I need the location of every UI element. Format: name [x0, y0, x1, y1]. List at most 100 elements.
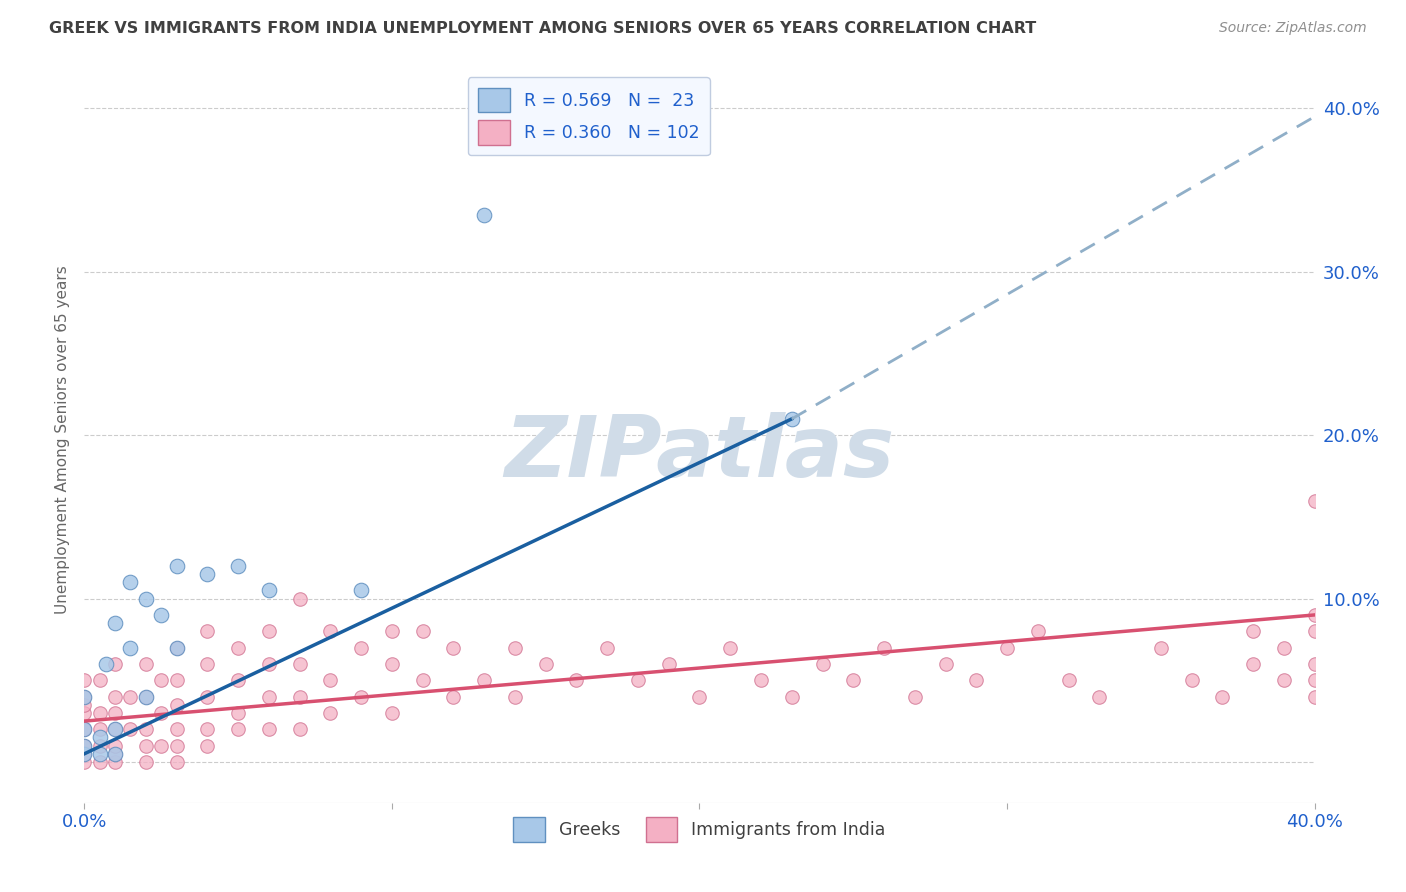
Point: [73, 723, 96, 737]
Point: [166, 755, 188, 769]
Point: [226, 723, 249, 737]
Point: [73, 755, 96, 769]
Point: [226, 558, 249, 573]
Point: [288, 690, 311, 704]
Point: [89, 747, 111, 761]
Point: [197, 739, 219, 753]
Point: [350, 583, 373, 598]
Point: [135, 739, 157, 753]
Point: [166, 558, 188, 573]
Point: [150, 673, 173, 688]
Point: [1181, 673, 1204, 688]
Point: [73, 673, 96, 688]
Point: [120, 723, 142, 737]
Point: [1303, 624, 1326, 639]
Point: [1303, 657, 1326, 671]
Point: [1057, 673, 1080, 688]
Point: [73, 747, 96, 761]
Point: [319, 706, 342, 720]
Point: [73, 690, 96, 704]
Point: [412, 624, 434, 639]
Point: [197, 657, 219, 671]
Point: [104, 739, 127, 753]
Point: [197, 690, 219, 704]
Point: [104, 755, 127, 769]
Point: [104, 706, 127, 720]
Point: [150, 607, 173, 622]
Point: [73, 690, 96, 704]
Point: [120, 640, 142, 655]
Point: [226, 640, 249, 655]
Point: [257, 583, 280, 598]
Point: [166, 640, 188, 655]
Point: [1303, 607, 1326, 622]
Point: [718, 640, 741, 655]
Point: [288, 657, 311, 671]
Point: [472, 673, 495, 688]
Point: [503, 690, 526, 704]
Point: [443, 690, 465, 704]
Point: [104, 747, 127, 761]
Point: [965, 673, 987, 688]
Point: [658, 657, 681, 671]
Point: [1272, 673, 1295, 688]
Y-axis label: Unemployment Among Seniors over 65 years: Unemployment Among Seniors over 65 years: [55, 265, 70, 614]
Point: [135, 591, 157, 606]
Point: [120, 690, 142, 704]
Point: [135, 690, 157, 704]
Point: [1150, 640, 1173, 655]
Point: [1026, 624, 1049, 639]
Point: [89, 706, 111, 720]
Point: [150, 739, 173, 753]
Point: [1088, 690, 1111, 704]
Point: [166, 723, 188, 737]
Point: [104, 616, 127, 631]
Point: [73, 723, 96, 737]
Point: [503, 640, 526, 655]
Point: [257, 657, 280, 671]
Point: [89, 755, 111, 769]
Point: [443, 640, 465, 655]
Point: [288, 723, 311, 737]
Point: [472, 208, 495, 222]
Point: [73, 698, 96, 712]
Point: [412, 673, 434, 688]
Point: [120, 575, 142, 590]
Point: [1241, 657, 1264, 671]
Point: [689, 690, 711, 704]
Point: [1272, 640, 1295, 655]
Point: [319, 673, 342, 688]
Point: [350, 640, 373, 655]
Point: [257, 624, 280, 639]
Point: [1303, 493, 1326, 508]
Point: [135, 723, 157, 737]
Point: [73, 747, 96, 761]
Point: [1303, 673, 1326, 688]
Point: [135, 755, 157, 769]
Point: [89, 673, 111, 688]
Point: [104, 723, 127, 737]
Point: [350, 690, 373, 704]
Point: [904, 690, 927, 704]
Point: [226, 706, 249, 720]
Point: [1211, 690, 1233, 704]
Point: [935, 657, 957, 671]
Point: [104, 690, 127, 704]
Point: [627, 673, 650, 688]
Legend: Greeks, Immigrants from India: Greeks, Immigrants from India: [506, 810, 893, 848]
Point: [73, 739, 96, 753]
Point: [94, 657, 117, 671]
Point: [197, 723, 219, 737]
Point: [89, 723, 111, 737]
Point: [780, 690, 803, 704]
Point: [166, 739, 188, 753]
Point: [319, 624, 342, 639]
Point: [780, 412, 803, 426]
Point: [842, 673, 865, 688]
Point: [135, 657, 157, 671]
Point: [104, 723, 127, 737]
Point: [166, 640, 188, 655]
Point: [288, 591, 311, 606]
Point: [104, 747, 127, 761]
Point: [381, 624, 404, 639]
